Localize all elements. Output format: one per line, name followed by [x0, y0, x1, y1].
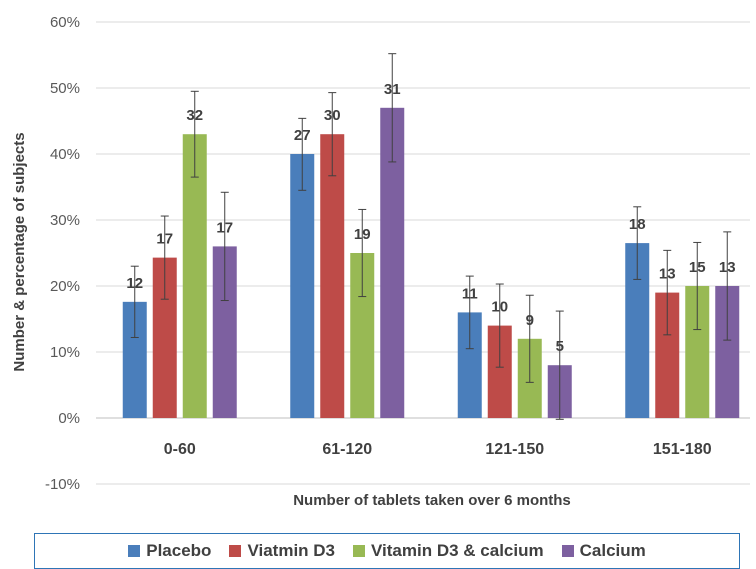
- legend-swatch: [353, 545, 366, 557]
- legend: Placebo Viatmin D3 Vitamin D3 & calcium Cal…: [34, 533, 740, 569]
- legend-item: Calcium: [561, 541, 646, 561]
- error-bars: [130, 53, 732, 420]
- data-labels: 12 17 32 17 27 30 19 31 11 10 9 5 18 13 15 13: [126, 81, 735, 355]
- data-label: 30: [324, 107, 341, 124]
- legend-swatch: [561, 545, 574, 557]
- data-label: 10: [491, 299, 508, 316]
- x-axis-categories: 0-60 61-120 121-150 151-180: [164, 441, 712, 458]
- y-axis-title: Number & percentage of subjects: [11, 132, 28, 371]
- y-tick-label: 60%: [50, 14, 80, 31]
- legend-label: Placebo: [146, 541, 212, 560]
- data-label: 11: [462, 285, 478, 302]
- x-category-label: 151-180: [653, 441, 712, 458]
- y-tick-label: 30%: [50, 212, 80, 229]
- legend-item: Viatmin D3: [229, 541, 335, 561]
- data-label: 17: [156, 231, 173, 248]
- y-tick-label: 50%: [50, 80, 80, 97]
- legend-swatch: [128, 545, 141, 557]
- legend-label: Viatmin D3: [247, 541, 336, 560]
- bars: [122, 107, 740, 419]
- y-axis-ticks: 60% 50% 40% 30% 20% 10% 0% -10%: [45, 14, 80, 493]
- x-category-label: 0-60: [164, 441, 196, 458]
- legend-label: Calcium: [579, 541, 646, 560]
- legend-label: Vitamin D3 & calcium: [371, 541, 544, 560]
- data-label: 9: [526, 312, 534, 329]
- data-label: 18: [629, 216, 646, 233]
- data-label: 19: [354, 226, 371, 243]
- data-label: 27: [294, 127, 311, 144]
- data-label: 31: [384, 81, 401, 98]
- y-tick-label: 10%: [50, 344, 80, 361]
- x-category-label: 61-120: [322, 441, 372, 458]
- x-category-label: 121-150: [485, 441, 544, 458]
- y-tick-label: 0%: [58, 410, 80, 427]
- bar: [320, 134, 345, 418]
- data-label: 32: [186, 107, 203, 124]
- bar-chart: 60% 50% 40% 30% 20% 10% 0% -10% 12 17 32 17 27 30 19 3…: [11, 14, 750, 509]
- data-label: 13: [719, 259, 736, 276]
- data-label: 15: [689, 259, 706, 276]
- legend-swatch: [229, 545, 242, 557]
- legend-item: Placebo: [128, 541, 211, 561]
- bar: [290, 154, 315, 418]
- data-label: 5: [556, 338, 564, 355]
- y-tick-label: -10%: [45, 476, 80, 493]
- y-tick-label: 20%: [50, 278, 80, 295]
- data-label: 17: [216, 219, 233, 236]
- bar: [182, 134, 207, 418]
- data-label: 13: [659, 266, 676, 283]
- legend-item: Vitamin D3 & calcium: [353, 541, 544, 561]
- y-tick-label: 40%: [50, 146, 80, 163]
- x-axis-title: Number of tablets taken over 6 months: [293, 492, 571, 509]
- data-label: 12: [126, 275, 143, 292]
